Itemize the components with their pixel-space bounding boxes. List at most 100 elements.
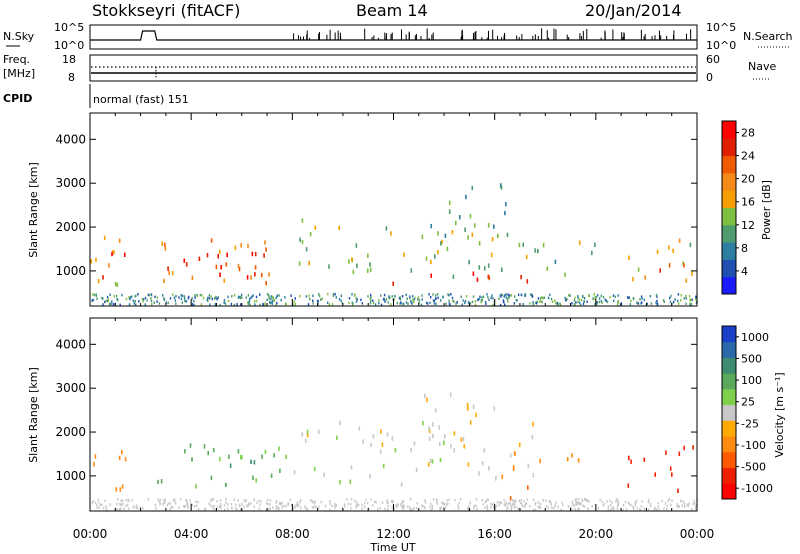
ground-scatter-cell [550, 297, 553, 301]
ground-scatter-cell [626, 296, 629, 299]
ground-scatter-cell [341, 301, 343, 305]
ground-scatter-cell [507, 300, 509, 303]
ground-scatter-cell [518, 499, 520, 503]
time-tick-label: 16:00 [477, 527, 512, 541]
data-cell [240, 243, 242, 248]
ground-scatter-cell [448, 294, 450, 297]
ground-scatter-cell [534, 508, 537, 512]
data-cell [495, 476, 497, 481]
ground-scatter-cell [142, 507, 144, 510]
beam-label: Beam 14 [356, 1, 428, 20]
ground-scatter-cell [557, 303, 559, 306]
ground-scatter-cell [667, 499, 669, 503]
ground-scatter-cell [247, 302, 249, 305]
data-cell [338, 225, 340, 230]
y-tick-label: 3000 [55, 176, 86, 190]
ground-scatter-cell [639, 508, 641, 511]
ground-scatter-cell [181, 294, 184, 298]
ground-scatter-cell [253, 498, 255, 501]
ground-scatter-cell [183, 295, 186, 298]
ground-scatter-cell [194, 296, 196, 299]
ground-scatter-cell [387, 301, 389, 304]
ground-scatter-cell [105, 505, 107, 508]
colorbar-segment [722, 436, 736, 453]
data-cell [463, 444, 466, 449]
data-cell [225, 482, 227, 488]
ground-scatter-cell [588, 294, 590, 298]
colorbar-tick-label: 4 [741, 265, 748, 278]
ground-scatter-cell [505, 296, 508, 299]
ground-scatter-cell [639, 508, 642, 512]
data-cell [386, 432, 389, 437]
data-cell [240, 454, 242, 460]
ground-scatter-cell [502, 299, 505, 302]
ground-scatter-cell [481, 498, 484, 502]
data-cell [469, 420, 472, 425]
ground-scatter-cell [568, 293, 570, 297]
ground-scatter-cell [186, 501, 189, 505]
ground-scatter-cell [115, 294, 118, 298]
ground-scatter-cell [490, 296, 492, 299]
ground-scatter-cell [493, 505, 495, 509]
ground-scatter-cell [266, 292, 269, 296]
ground-scatter-cell [295, 504, 297, 507]
data-cell [254, 251, 257, 257]
ground-scatter-cell [132, 299, 135, 302]
ground-scatter-cell [403, 504, 405, 508]
ground-scatter-cell [214, 508, 216, 511]
ground-scatter-cell [633, 507, 635, 511]
colorbar-segment [722, 373, 736, 390]
colorbar-segment [722, 341, 736, 358]
ground-scatter-cell [517, 507, 519, 510]
ground-scatter-cell [646, 302, 649, 305]
data-cell [449, 392, 452, 397]
ground-scatter-cell [474, 300, 477, 303]
ground-scatter-cell [346, 498, 348, 501]
ground-scatter-cell [276, 301, 278, 305]
ground-scatter-cell [234, 503, 237, 506]
ground-scatter-cell [417, 296, 420, 299]
ground-scatter-cell [574, 507, 576, 511]
ground-scatter-cell [241, 502, 243, 506]
colorbar-tick-label: 100 [741, 374, 762, 387]
velocity-y-ticks: 1000 2000 3000 4000 [55, 337, 697, 483]
ground-scatter-cell [275, 296, 277, 300]
time-tick-label: 12:00 [376, 527, 411, 541]
ground-scatter-cell [569, 294, 571, 297]
ground-scatter-cell [97, 498, 99, 501]
ground-scatter-cell [401, 295, 404, 298]
ground-scatter-cell [683, 500, 685, 504]
data-cell [252, 475, 254, 480]
ground-scatter-cell [578, 502, 580, 505]
ground-scatter-cell [344, 505, 346, 508]
ground-scatter-cell [180, 294, 183, 297]
ground-scatter-cell [199, 293, 201, 297]
ground-scatter-cell [412, 299, 414, 302]
data-cell [441, 239, 443, 245]
data-cell [455, 220, 457, 226]
data-cell [452, 274, 455, 279]
time-tick-label: 04:00 [174, 527, 209, 541]
ground-scatter-cell [156, 296, 158, 299]
data-cell [501, 474, 504, 480]
data-cell [163, 278, 165, 284]
data-cell [458, 215, 461, 220]
ground-scatter-cell [467, 508, 469, 511]
data-cell [228, 454, 230, 459]
colorbar-segment [722, 404, 736, 421]
ground-scatter-cell [417, 297, 419, 301]
ground-scatter-cell [245, 296, 247, 299]
ground-scatter-cell [586, 300, 588, 303]
ground-scatter-cell [383, 298, 385, 301]
ground-scatter-cell [601, 500, 603, 504]
ground-scatter-cell [615, 500, 617, 503]
data-cell [270, 473, 273, 478]
ground-scatter-cell [487, 507, 489, 511]
ground-scatter-cell [655, 508, 658, 511]
ground-scatter-cell [201, 294, 203, 297]
ground-scatter-cell [167, 301, 169, 305]
ground-scatter-cell [612, 294, 615, 297]
ground-scatter-cell [387, 501, 389, 504]
ground-scatter-cell [635, 499, 638, 503]
ground-scatter-cell [115, 508, 118, 511]
